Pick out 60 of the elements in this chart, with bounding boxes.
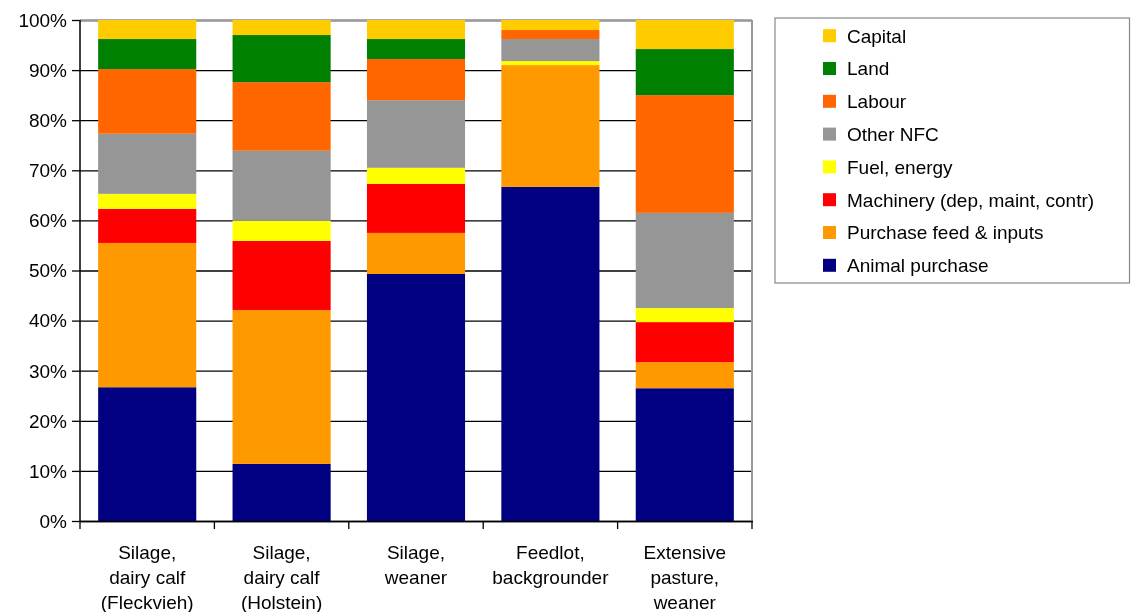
y-tick-label: 70% [28, 160, 68, 182]
bar [98, 193, 197, 209]
bar [635, 20, 734, 50]
bar [232, 310, 331, 464]
legend-label: Capital [847, 25, 907, 47]
bar [232, 35, 331, 83]
y-tick-label: 80% [28, 110, 68, 132]
bar [635, 362, 734, 389]
bar [98, 133, 197, 194]
y-tick-label: 40% [28, 310, 68, 332]
bar [501, 186, 600, 521]
bar [366, 167, 466, 184]
bar [635, 49, 734, 96]
legend-label: Fuel, energy [847, 156, 954, 178]
bar [98, 387, 197, 521]
bar [98, 20, 197, 40]
bar [232, 463, 331, 521]
y-tick-label: 10% [28, 460, 68, 482]
bar [501, 20, 600, 31]
x-tick-label: Feedlot, backgrounder [492, 542, 610, 588]
x-tick-label: Extensive pasture, weaner [643, 542, 726, 612]
legend-label: Animal purchase [847, 255, 989, 277]
x-tick-label: Silage, weaner [383, 542, 448, 588]
bar [635, 388, 734, 521]
bar [635, 322, 734, 363]
bar [635, 95, 734, 213]
bar [501, 39, 600, 62]
legend-label: Purchase feed & inputs [847, 222, 1044, 244]
y-tick-label: 50% [28, 260, 68, 282]
bar [98, 208, 197, 243]
bar [635, 212, 734, 309]
y-tick-label: 60% [28, 210, 68, 232]
bar [366, 59, 466, 101]
legend-label: Labour [847, 91, 907, 113]
bar [501, 61, 600, 66]
legend-label: Machinery (dep, maint, contr) [847, 189, 1095, 211]
y-tick-label: 20% [28, 410, 68, 432]
bar [366, 274, 466, 521]
bar [232, 82, 331, 151]
bar [635, 308, 734, 323]
bar [98, 39, 197, 70]
y-tick-label: 0% [39, 510, 68, 532]
y-tick-label: 30% [28, 360, 68, 382]
bar [232, 20, 331, 36]
y-tick-label: 90% [28, 59, 68, 81]
bar [366, 20, 466, 40]
y-tick-label: 100% [18, 9, 68, 31]
bar [366, 39, 466, 60]
bar [232, 240, 331, 311]
legend-label: Land [847, 58, 890, 80]
bar [501, 65, 600, 187]
bar [98, 69, 197, 134]
bar [98, 242, 197, 388]
bar [366, 183, 466, 233]
bar [232, 220, 331, 241]
bar [501, 30, 600, 40]
legend-label: Other NFC [847, 123, 939, 145]
bar [366, 100, 466, 168]
bar [366, 232, 466, 275]
bar [232, 150, 331, 221]
